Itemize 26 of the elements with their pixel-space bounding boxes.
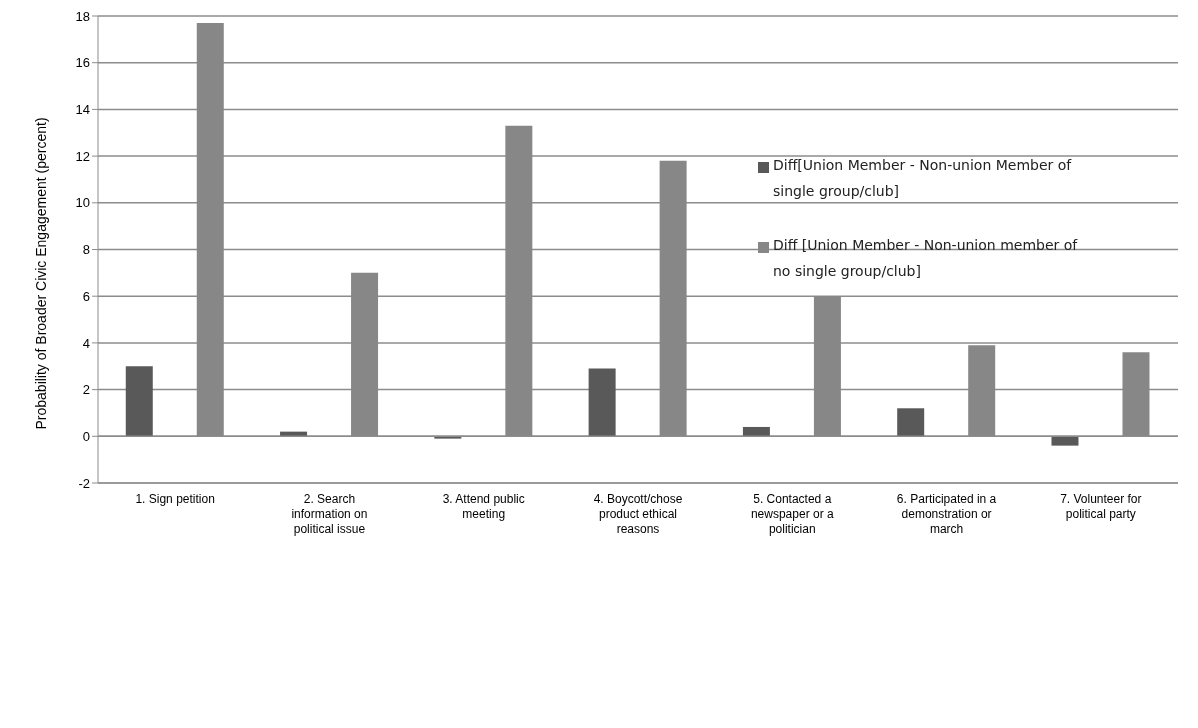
y-tick-label: 0 (82, 428, 90, 444)
bar (742, 426, 770, 437)
y-tick-label: 16 (75, 55, 90, 71)
y-tick-label: 14 (75, 102, 90, 118)
x-tick-label: 5. Contacted a newspaper or a politician (750, 492, 834, 536)
legend-label: Diff [Union Member - Non-union member of no single group/club] (773, 236, 1079, 281)
y-tick-label: -2 (78, 475, 90, 491)
x-tick-label: 2. Search information on political issue (291, 492, 368, 536)
y-tick-label: 18 (75, 8, 90, 24)
y-tick-label: 2 (82, 382, 90, 398)
bar (897, 408, 925, 437)
x-tick-label: 3. Attend public meeting (442, 492, 525, 521)
x-tick-label: 1. Sign petition (135, 492, 215, 506)
x-tick-label: 7. Volunteer for political party (1060, 492, 1142, 521)
legend-label: Diff[Union Member - Non-union Member of single group/club] (773, 156, 1073, 201)
x-tick-label: 4. Boycott/chose product ethical reasons (593, 492, 683, 536)
y-tick-label: 12 (75, 148, 90, 164)
y-tick-label: 10 (75, 195, 90, 211)
y-axis-title: Probability of Broader Civic Engagement (percent) (32, 117, 49, 430)
bar (588, 368, 616, 437)
y-tick-label: 6 (82, 288, 90, 304)
bar (125, 366, 153, 437)
y-tick-label: 4 (82, 335, 90, 351)
bar (1051, 436, 1079, 446)
y-tick-label: 8 (82, 242, 90, 258)
x-tick-label: 6. Participated in a demonstration or march (896, 492, 997, 536)
